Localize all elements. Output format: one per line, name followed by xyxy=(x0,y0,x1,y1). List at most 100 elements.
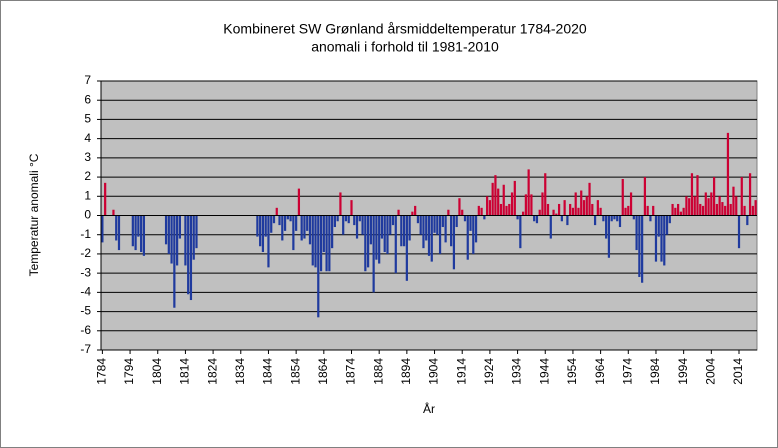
bar xyxy=(721,202,724,216)
bar xyxy=(328,215,331,272)
bar xyxy=(502,184,505,216)
bar xyxy=(486,196,489,216)
bar xyxy=(383,215,386,253)
x-tick-label: 1954 xyxy=(565,358,579,385)
bar xyxy=(311,215,314,266)
y-tick-label: 1 xyxy=(84,188,91,202)
bar xyxy=(566,215,569,226)
bar xyxy=(292,215,295,251)
bar xyxy=(452,215,456,270)
bar xyxy=(483,215,486,220)
bar xyxy=(408,215,411,241)
bar xyxy=(530,194,533,216)
x-tick-label: 1834 xyxy=(233,358,247,385)
bar xyxy=(737,215,741,249)
x-tick-label: 1914 xyxy=(454,358,468,385)
bar xyxy=(344,215,348,222)
y-tick-label: -6 xyxy=(80,323,91,337)
y-tick-label: 0 xyxy=(84,208,91,222)
bar xyxy=(607,215,611,258)
bar xyxy=(347,215,350,224)
bar xyxy=(563,200,566,216)
bar xyxy=(610,215,613,222)
bar xyxy=(674,207,677,216)
x-tick-label: 1884 xyxy=(371,358,385,385)
bar xyxy=(380,215,384,239)
bar xyxy=(707,198,710,216)
y-tick-label: 4 xyxy=(84,131,91,145)
bar xyxy=(596,200,599,216)
bar xyxy=(513,180,516,216)
bar xyxy=(519,215,522,249)
bar xyxy=(350,200,353,216)
bar xyxy=(295,215,298,231)
bar xyxy=(189,215,193,301)
y-tick-label: -7 xyxy=(80,342,91,356)
bar xyxy=(657,215,660,237)
bar xyxy=(433,215,436,233)
bar xyxy=(411,211,414,216)
bar xyxy=(571,207,575,216)
bar xyxy=(569,203,572,216)
bar xyxy=(748,173,752,216)
bar xyxy=(187,215,190,295)
bar xyxy=(624,207,627,216)
x-tick-label: 1974 xyxy=(620,358,634,385)
bar xyxy=(580,190,583,216)
bar xyxy=(710,192,713,216)
y-tick-label: 3 xyxy=(84,150,91,164)
bar xyxy=(557,203,561,216)
bar xyxy=(270,215,273,233)
bar xyxy=(577,207,580,216)
bar xyxy=(474,215,478,243)
bar xyxy=(402,215,406,247)
bar xyxy=(461,209,464,216)
bar xyxy=(134,215,137,251)
bar xyxy=(533,215,536,222)
bar xyxy=(522,211,525,216)
bar xyxy=(164,215,168,245)
bar xyxy=(701,205,705,216)
bar xyxy=(477,205,480,216)
bar xyxy=(394,215,397,274)
bar xyxy=(499,203,503,216)
bar xyxy=(267,215,270,268)
bar xyxy=(591,203,594,216)
bar xyxy=(469,215,472,231)
y-tick-label: 7 xyxy=(84,73,91,87)
bar xyxy=(308,215,312,245)
y-tick-label: 6 xyxy=(84,92,91,106)
bar xyxy=(286,215,289,220)
bar xyxy=(355,215,359,239)
bar xyxy=(613,215,616,220)
bar xyxy=(259,215,262,247)
bar xyxy=(364,215,367,272)
bar xyxy=(131,215,134,247)
bar xyxy=(735,196,738,216)
bar xyxy=(319,215,323,272)
bar xyxy=(660,215,663,262)
bar xyxy=(746,215,749,226)
bar xyxy=(582,200,586,216)
bar xyxy=(668,215,671,224)
bar xyxy=(549,215,552,239)
bar xyxy=(184,215,187,266)
bar xyxy=(649,215,652,222)
bar xyxy=(740,177,743,216)
bar xyxy=(743,205,746,216)
bar xyxy=(303,215,306,239)
bar xyxy=(441,215,444,228)
bar xyxy=(455,215,458,228)
bar xyxy=(704,192,707,216)
bar xyxy=(366,215,370,268)
bar xyxy=(369,215,372,245)
x-tick-label: 1944 xyxy=(537,358,551,385)
bar xyxy=(378,215,381,264)
bar xyxy=(516,215,519,220)
x-tick-label: 1874 xyxy=(344,358,358,385)
bar xyxy=(397,209,400,216)
x-tick-label: 1844 xyxy=(261,358,275,385)
bar xyxy=(646,205,649,216)
x-tick-label: 1814 xyxy=(178,358,192,385)
